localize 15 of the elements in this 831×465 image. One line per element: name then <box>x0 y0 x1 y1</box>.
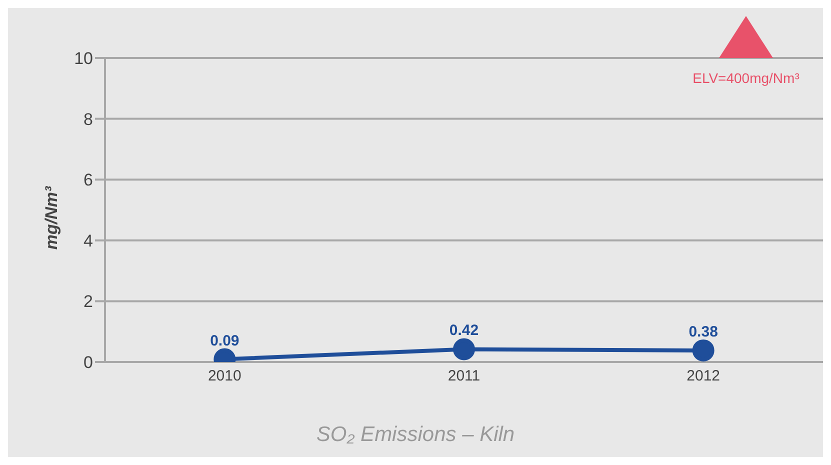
y-tick-label: 2 <box>84 292 93 312</box>
y-axis-title: mg/Nm³ <box>42 185 62 252</box>
y-tick-label: 0 <box>84 353 93 372</box>
y-tick-label: 10 <box>74 49 93 68</box>
y-tick-label: 6 <box>84 170 93 190</box>
y-tick-label: 4 <box>84 231 93 250</box>
annotation: ELV=400mg/Nm³ <box>692 70 800 86</box>
x-tick-label: 2011 <box>448 368 480 385</box>
x-axis-title: SO₂ Emissions – Kiln <box>315 423 516 447</box>
x-tick-label: 2012 <box>686 368 720 385</box>
y-tick-label: 8 <box>84 110 93 129</box>
data-label: 0.38 <box>688 323 718 340</box>
data-label: 0.42 <box>449 322 479 340</box>
data-label: 0.09 <box>210 332 240 350</box>
x-tick-label: 2010 <box>208 368 242 385</box>
